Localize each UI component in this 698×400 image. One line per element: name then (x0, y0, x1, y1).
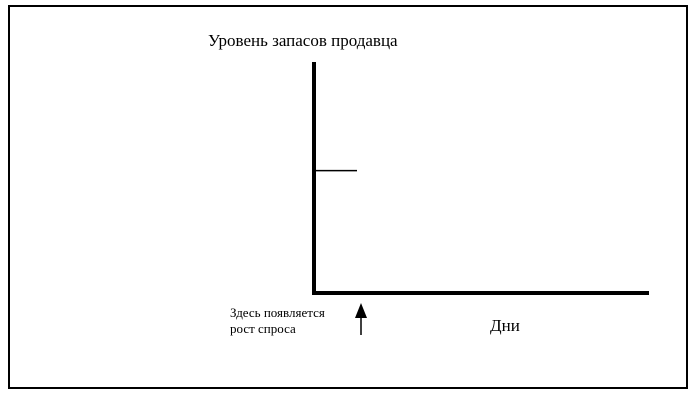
arrow-up-icon (355, 303, 367, 335)
annotation-line-1: Здесь появляется (230, 305, 325, 320)
figure-frame (8, 5, 688, 389)
y-axis-label: Уровень запасов продавца (208, 31, 398, 50)
annotation-line-2: рост спроса (230, 321, 296, 336)
x-axis-label: Дни (490, 316, 520, 335)
